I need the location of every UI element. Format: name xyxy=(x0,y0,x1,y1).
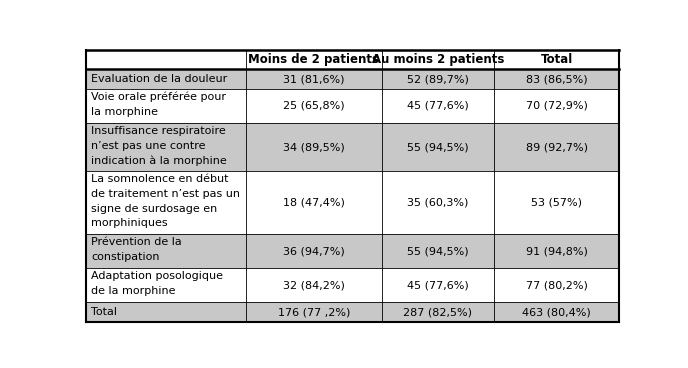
Text: 36 (94,7%): 36 (94,7%) xyxy=(283,246,345,256)
Text: 77 (80,2%): 77 (80,2%) xyxy=(526,280,588,290)
Text: 35 (60,3%): 35 (60,3%) xyxy=(407,198,469,208)
Bar xyxy=(86,89,619,123)
Bar xyxy=(86,50,619,69)
Text: de la morphine: de la morphine xyxy=(92,286,176,296)
Text: 18 (47,4%): 18 (47,4%) xyxy=(283,198,345,208)
Text: Total: Total xyxy=(541,53,572,66)
Bar xyxy=(86,171,619,234)
Text: Moins de 2 patients: Moins de 2 patients xyxy=(248,53,380,66)
Text: 91 (94,8%): 91 (94,8%) xyxy=(526,246,588,256)
Text: Total: Total xyxy=(92,307,118,317)
Text: Evaluation de la douleur: Evaluation de la douleur xyxy=(92,74,228,84)
Bar xyxy=(86,302,619,322)
Bar xyxy=(86,234,619,268)
Text: de traitement n’est pas un: de traitement n’est pas un xyxy=(92,189,240,199)
Text: 52 (89,7%): 52 (89,7%) xyxy=(407,74,469,84)
Text: 32 (84,2%): 32 (84,2%) xyxy=(283,280,345,290)
Text: 25 (65,8%): 25 (65,8%) xyxy=(283,101,345,111)
Text: la morphine: la morphine xyxy=(92,107,158,117)
Text: Insuffisance respiratoire: Insuffisance respiratoire xyxy=(92,126,226,136)
Bar xyxy=(86,123,619,171)
Text: La somnolence en début: La somnolence en début xyxy=(92,174,229,184)
Text: 287 (82,5%): 287 (82,5%) xyxy=(403,307,473,317)
Text: 176 (77 ,2%): 176 (77 ,2%) xyxy=(278,307,350,317)
Text: 463 (80,4%): 463 (80,4%) xyxy=(522,307,591,317)
Text: 31 (81,6%): 31 (81,6%) xyxy=(283,74,345,84)
Text: 45 (77,6%): 45 (77,6%) xyxy=(407,101,469,111)
Bar xyxy=(86,268,619,302)
Text: 70 (72,9%): 70 (72,9%) xyxy=(526,101,588,111)
Text: 55 (94,5%): 55 (94,5%) xyxy=(407,142,469,152)
Text: 45 (77,6%): 45 (77,6%) xyxy=(407,280,469,290)
Text: indication à la morphine: indication à la morphine xyxy=(92,155,227,166)
Text: Au moins 2 patients: Au moins 2 patients xyxy=(372,53,504,66)
Text: n’est pas une contre: n’est pas une contre xyxy=(92,141,206,151)
Text: Voie orale préférée pour: Voie orale préférée pour xyxy=(92,92,226,102)
Text: signe de surdosage en: signe de surdosage en xyxy=(92,204,217,214)
Text: 83 (86,5%): 83 (86,5%) xyxy=(526,74,588,84)
Text: Prévention de la: Prévention de la xyxy=(92,237,182,247)
Text: 55 (94,5%): 55 (94,5%) xyxy=(407,246,469,256)
Bar xyxy=(86,69,619,89)
Text: Adaptation posologique: Adaptation posologique xyxy=(92,272,224,282)
Text: 89 (92,7%): 89 (92,7%) xyxy=(526,142,588,152)
Text: 34 (89,5%): 34 (89,5%) xyxy=(283,142,345,152)
Text: 53 (57%): 53 (57%) xyxy=(531,198,582,208)
Text: morphiniques: morphiniques xyxy=(92,218,168,228)
Text: constipation: constipation xyxy=(92,252,160,262)
